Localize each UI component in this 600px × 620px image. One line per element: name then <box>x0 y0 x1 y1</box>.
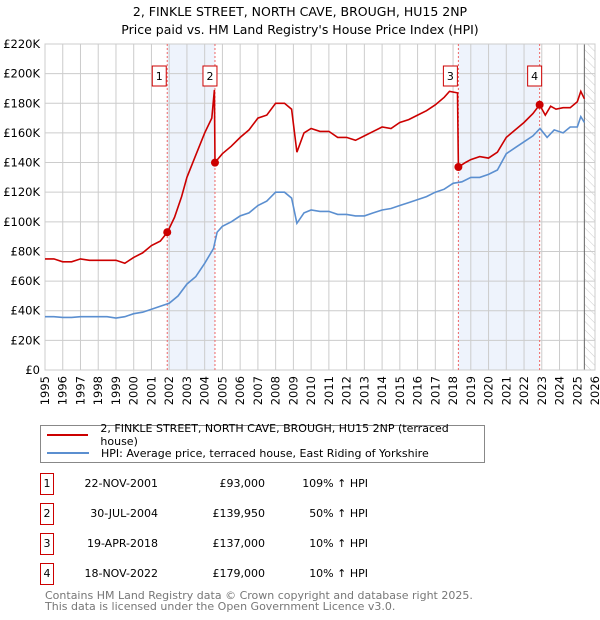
x-tick-label: 2022 <box>517 376 531 405</box>
x-tick-label: 2015 <box>393 376 407 405</box>
sale-number-badge: 1 <box>40 473 54 495</box>
x-tick-label: 2006 <box>233 376 247 405</box>
sale-row: 3 19-APR-2018 £137,000 10% ↑ HPI <box>40 533 380 555</box>
x-tick-label: 2009 <box>286 376 300 405</box>
y-tick-label: £20K <box>11 333 41 347</box>
sale-date: 18-NOV-2022 <box>84 567 158 580</box>
sale-label: 3 <box>447 70 454 83</box>
x-tick-label: 2018 <box>446 376 460 405</box>
x-tick-label: 2000 <box>127 376 141 405</box>
legend-label: 2, FINKLE STREET, NORTH CAVE, BROUGH, HU… <box>100 422 449 448</box>
x-tick-label: 1997 <box>73 376 87 405</box>
chart-subtitle: Price paid vs. HM Land Registry's House … <box>121 22 479 37</box>
price-chart: 1995 1996 1997 1998 1999 2000 2001 2002 2003 2004… <box>3 37 600 405</box>
x-tick-label: 2026 <box>588 376 600 405</box>
y-tick-label: £200K <box>3 67 40 81</box>
x-tick-label: 2014 <box>375 376 389 405</box>
sale-point <box>163 228 172 237</box>
legend-swatch-red <box>47 434 89 436</box>
sale-label: 2 <box>206 70 213 83</box>
x-tick-label: 2005 <box>215 376 229 405</box>
legend-item-hpi: HPI: Average price, terraced house, East… <box>47 445 429 461</box>
x-tick-label: 2003 <box>180 376 194 405</box>
sale-hpi-change: 10% ↑ HPI <box>309 537 368 550</box>
sale-row: 1 22-NOV-2001 £93,000 109% ↑ HPI <box>40 473 380 495</box>
sale-label-box <box>151 65 167 87</box>
x-tick-label: 1995 <box>38 376 52 405</box>
x-tick-label: 2019 <box>464 376 478 405</box>
legend-label: HPI: Average price, terraced house, East… <box>101 446 429 460</box>
sale-hpi-change: 109% ↑ HPI <box>302 477 368 490</box>
y-tick-label: £140K <box>3 156 40 170</box>
sale-label-box <box>202 65 218 87</box>
sale-price: £137,000 <box>212 537 266 550</box>
sale-number-badge: 3 <box>40 533 54 555</box>
forecast-hatch <box>584 44 595 370</box>
sale-number-badge: 2 <box>40 503 54 525</box>
sale-price: £139,950 <box>212 507 266 520</box>
sale-label: 4 <box>531 70 538 83</box>
x-tick-label: 2010 <box>304 376 318 405</box>
legend-item-property: 2, FINKLE STREET, NORTH CAVE, BROUGH, HU… <box>47 422 484 448</box>
sale-row: 2 30-JUL-2004 £139,950 50% ↑ HPI <box>40 503 380 525</box>
y-tick-label: £80K <box>11 244 41 258</box>
legend-swatch-blue <box>47 452 89 454</box>
footer-copyright: Contains HM Land Registry data © Crown c… <box>45 589 473 602</box>
sale-point <box>454 162 463 171</box>
sale-row: 4 18-NOV-2022 £179,000 10% ↑ HPI <box>40 563 380 585</box>
x-tick-label: 2024 <box>553 376 567 405</box>
hpi-line <box>45 114 586 319</box>
x-tick-label: 2001 <box>144 376 158 405</box>
sale-date: 19-APR-2018 <box>86 537 158 550</box>
y-tick-label: £100K <box>3 215 40 229</box>
sale-point <box>210 158 219 167</box>
y-tick-label: £220K <box>3 37 40 51</box>
x-tick-label: 1998 <box>91 376 105 405</box>
shaded-period <box>167 44 215 370</box>
y-tick-label: £0 <box>25 363 40 377</box>
sale-point <box>535 100 544 109</box>
x-tick-label: 2012 <box>340 376 354 405</box>
x-tick-label: 2025 <box>570 376 584 405</box>
x-tick-label: 2020 <box>482 376 496 405</box>
sale-hpi-change: 10% ↑ HPI <box>309 567 368 580</box>
y-tick-label: £60K <box>11 274 41 288</box>
y-tick-label: £160K <box>3 126 40 140</box>
sale-label: 1 <box>156 70 163 83</box>
x-tick-label: 1996 <box>56 376 70 405</box>
x-tick-label: 2016 <box>411 376 425 405</box>
x-tick-label: 1999 <box>109 376 123 405</box>
chart-title: 2, FINKLE STREET, NORTH CAVE, BROUGH, HU… <box>132 4 468 19</box>
sale-date: 22-NOV-2001 <box>84 477 158 490</box>
shaded-period <box>458 44 540 370</box>
footer-licence: This data is licensed under the Open Gov… <box>45 600 396 613</box>
x-tick-label: 2002 <box>162 376 176 405</box>
y-tick-label: £180K <box>3 96 40 110</box>
sale-number-badge: 4 <box>40 563 54 585</box>
x-tick-label: 2023 <box>535 376 549 405</box>
x-tick-label: 2017 <box>428 376 442 405</box>
y-tick-label: £40K <box>11 304 41 318</box>
x-tick-label: 2004 <box>198 376 212 405</box>
sale-label-box <box>527 65 543 87</box>
sale-hpi-change: 50% ↑ HPI <box>309 507 368 520</box>
plot-border <box>44 43 596 371</box>
x-tick-label: 2011 <box>322 376 336 405</box>
x-tick-label: 2008 <box>269 376 283 405</box>
legend: 2, FINKLE STREET, NORTH CAVE, BROUGH, HU… <box>40 422 485 463</box>
x-tick-label: 2007 <box>251 376 265 405</box>
sale-label-box <box>442 65 458 87</box>
sale-price: £179,000 <box>212 567 266 580</box>
property-price-line <box>45 89 586 265</box>
y-tick-label: £120K <box>3 185 40 199</box>
sale-price: £93,000 <box>219 477 266 490</box>
sale-date: 30-JUL-2004 <box>90 507 158 520</box>
x-tick-label: 2021 <box>499 376 513 405</box>
x-tick-label: 2013 <box>357 376 371 405</box>
